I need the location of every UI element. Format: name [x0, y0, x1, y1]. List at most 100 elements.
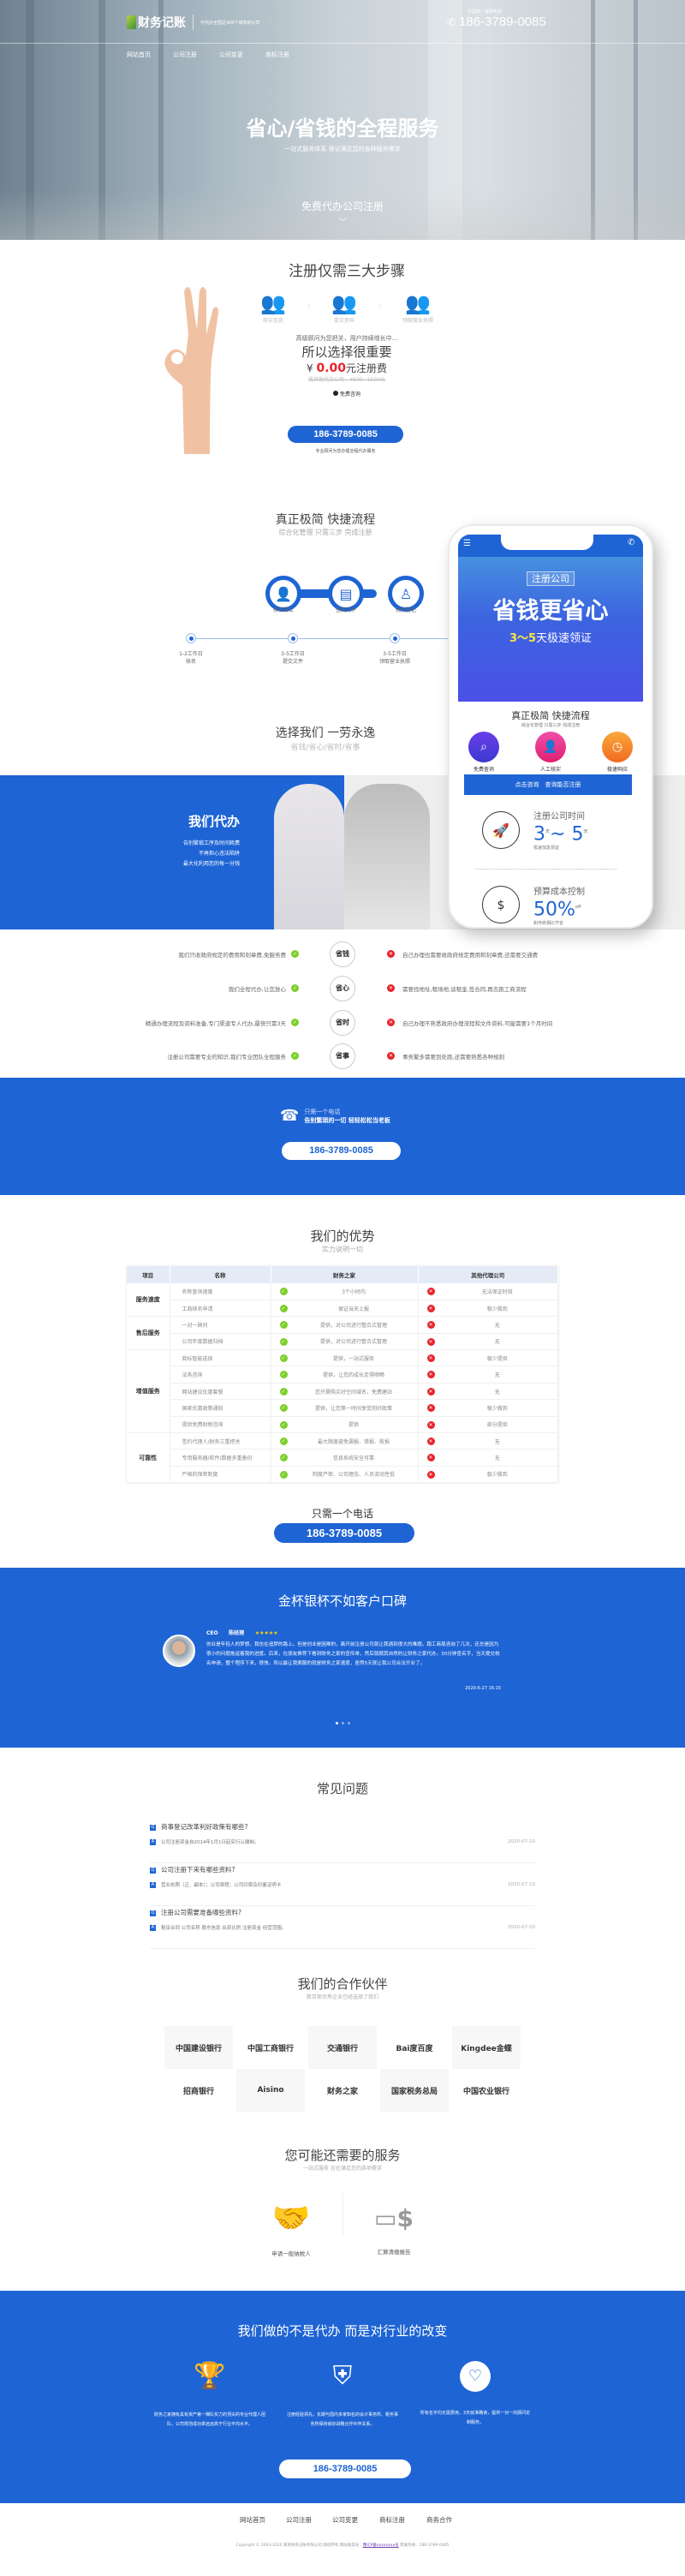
- mock-flow-title: 真正极简 快捷流程: [511, 710, 590, 721]
- reviewer-role: CEO: [206, 1630, 218, 1636]
- faq-item[interactable]: Q 注册公司需要准备哪些资料? A 租赁合同 公司名称 股东信息 出资比例 注册资金…: [150, 1908, 535, 1949]
- phone-mockup: ☰ ✆ 注册公司 省钱更省心 3～5天极速领证 真正极简 快捷流程 综合化管理 …: [448, 524, 653, 929]
- review-text: 创业是年轻人的梦想，我也在追梦的路上。但是创业是困难的，离开前注册公司就让我遇到…: [206, 1642, 500, 1666]
- check-icon: ✓: [291, 1052, 299, 1060]
- others-value: 无: [494, 1455, 500, 1462]
- service-item[interactable]: ▭$ 汇算清缴报告: [360, 2197, 428, 2256]
- check-icon: ✓: [279, 1321, 288, 1330]
- faq-question: 商事登记改革利好政策有哪些?: [161, 1823, 248, 1831]
- carousel-dot[interactable]: [348, 1722, 350, 1724]
- search-icon: ⌕: [468, 732, 499, 762]
- partner-logo: 中国工商银行: [236, 2026, 305, 2069]
- hero-cta[interactable]: 免费代办公司注册: [301, 200, 384, 212]
- cross-icon: ✕: [426, 1337, 435, 1346]
- advantages-phone-button[interactable]: 186-3789-0085: [274, 1523, 414, 1543]
- trophy-icon: 🏆: [194, 2361, 226, 2391]
- cross-icon: ✕: [426, 1354, 435, 1363]
- nav-home[interactable]: 网站首页: [127, 51, 151, 58]
- compare-row: 我们全程代办,让您放心 ✓ 省心 ✕ 需要找地址,租场地,谈租金,签合同,再去跑…: [0, 976, 685, 1001]
- hero-subtitle: 一站式服务体系 保证满足您的各种服务需求: [284, 146, 401, 152]
- others-value: 无: [494, 1322, 500, 1329]
- faq-item[interactable]: Q 商事登记改革利好政策有哪些? A 公司注册资金自2014年1月1日起实行认缴制。…: [150, 1822, 535, 1863]
- footer-nav-change[interactable]: 公司变更: [332, 2516, 358, 2524]
- icp-link[interactable]: 豫ICP备xxxxxxxx号: [362, 2543, 399, 2548]
- hand-ok-image: [158, 283, 227, 454]
- check-icon: ✓: [279, 1420, 288, 1429]
- users-icon: 👥: [331, 291, 357, 315]
- ours-text: 我们全程代办,让您放心: [228, 986, 286, 993]
- nav-company-change[interactable]: 公司变更: [219, 51, 243, 58]
- others-value: 无法保证时效: [481, 1288, 513, 1295]
- call-phone-button[interactable]: 186-3789-0085: [282, 1142, 401, 1160]
- group-cell: 售后服务: [127, 1316, 170, 1351]
- cross-icon: ✕: [426, 1437, 435, 1446]
- handshake-icon: 🤝: [271, 2201, 311, 2236]
- compare-row: 注册公司需要专业的知识,我们专业团队全程服务 ✓ 省事 ✕ 事务繁多需要到处跑,…: [0, 1043, 685, 1069]
- q-icon: Q: [150, 1867, 156, 1874]
- timeline-step: 3-5工作日 领取营业执照: [378, 651, 410, 665]
- mock-feature[interactable]: 👤 人工核实: [535, 732, 566, 773]
- service-item[interactable]: 🤝 申请一般纳税人: [257, 2197, 325, 2257]
- testimonials-title: 金杯银杯不如客户口碑: [277, 1593, 407, 1609]
- header-cell: 财务之家: [271, 1266, 419, 1283]
- mock-feature[interactable]: ◷ 极速响应: [602, 732, 633, 773]
- footer-nav-trademark[interactable]: 商标注册: [379, 2516, 405, 2524]
- nav-company-register[interactable]: 公司注册: [173, 51, 197, 58]
- check-icon: ✓: [279, 1288, 288, 1295]
- services-title: 您可能还需要的服务: [284, 2148, 401, 2163]
- ours-value: 提供: [348, 1422, 359, 1429]
- cross-icon: ✕: [387, 984, 395, 992]
- cross-icon: ✕: [387, 1019, 395, 1026]
- partner-logo: Kingdee金蝶: [452, 2026, 521, 2069]
- compare-row: 我们只收政府规定的费用和刻章费,免服务费 ✓ 省钱 ✕ 自己办理也需要收政府规定…: [0, 941, 685, 967]
- compare-row: 精通办理流程及资料准备,专门渠道专人代办,最快只需3天 ✓ 省时 ✕ 自己办理不…: [0, 1010, 685, 1036]
- ours-value: 提供，让您第一时间享受到好政策: [314, 1405, 392, 1412]
- table-row: 售后服务 一对一顾问 ✓ 提供，对公司进行整合式管理 ✕ 无: [127, 1316, 558, 1351]
- logo[interactable]: 财务记账 可代办全国近300个城市的公司: [127, 14, 260, 31]
- mock-consult-button[interactable]: 点击咨询 查询能否注册: [464, 774, 632, 795]
- chevron-down-icon[interactable]: ﹀: [338, 218, 347, 228]
- person-icon: 👤: [265, 576, 301, 612]
- mock-feature[interactable]: ⌕ 免费查询: [468, 732, 499, 773]
- table-row: 网站建设优惠套餐 ✓ 您只需购买好空间域名，免费建站 ✕ 无: [127, 1383, 558, 1401]
- cross-icon: ✕: [426, 1420, 435, 1429]
- group-cell: 服务速度: [127, 1283, 170, 1318]
- faq-question: 公司注册下来有哪些资料?: [161, 1866, 235, 1874]
- mock-tag: 注册公司: [527, 571, 575, 586]
- carousel-dot[interactable]: [336, 1722, 338, 1724]
- logo-icon: [127, 15, 136, 29]
- telephone-icon: ☎: [280, 1107, 300, 1125]
- item-name: 签约代理人/财务三重把关: [170, 1432, 271, 1450]
- a-icon: A: [150, 1925, 156, 1931]
- ours-value: 您只需购买好空间域名，免费建站: [314, 1389, 392, 1396]
- phone-icon: ✆: [628, 538, 635, 547]
- copyright: Copyright © 2003-2020 某某财务记账有限公司 版权所有 网站…: [235, 2543, 450, 2548]
- nav-trademark[interactable]: 商标注册: [265, 51, 289, 58]
- item-name: 专用服务器/软件/数据多重备份: [170, 1449, 271, 1467]
- card-dollar-icon: ▭$: [374, 2204, 414, 2232]
- mission-phone-button[interactable]: 186-3789-0085: [279, 2459, 411, 2478]
- compare-badge: 省钱: [330, 941, 355, 967]
- partners-title: 我们的合作伙伴: [297, 1976, 388, 1992]
- footer-nav-home[interactable]: 网站首页: [240, 2516, 265, 2524]
- flow-label: 税务登记: [395, 607, 416, 613]
- q-icon: Q: [150, 1824, 156, 1831]
- cross-icon: ✕: [426, 1371, 435, 1379]
- footer-nav-business[interactable]: 商务合作: [426, 2516, 452, 2524]
- choose-text: 所以选择很重要: [301, 344, 392, 360]
- footer-nav-register[interactable]: 公司注册: [286, 2516, 312, 2524]
- flow-label: 核名设立: [272, 607, 294, 613]
- carousel-dot[interactable]: [342, 1722, 344, 1724]
- ours-value: 提供，对公司进行整合式管理: [319, 1322, 387, 1329]
- faq-item[interactable]: Q 公司注册下来有哪些资料? A 营业执照（正、副本）；公司章程；公司印章及印鉴证明…: [150, 1865, 535, 1906]
- avatar: [163, 1635, 195, 1667]
- menu-icon: ☰: [463, 539, 471, 548]
- steps-phone-button[interactable]: 186-3789-0085: [288, 426, 403, 443]
- flow-label: 签约文件: [335, 607, 356, 613]
- a-icon: A: [150, 1882, 156, 1888]
- compare-badge: 省时: [330, 1010, 355, 1036]
- check-icon: ✓: [279, 1437, 288, 1446]
- step-item: 👥 提交资料: [331, 291, 357, 324]
- tagline: 可代办全国近300个城市的公司: [200, 20, 260, 26]
- call-line1: 只需一个电话: [304, 1108, 341, 1115]
